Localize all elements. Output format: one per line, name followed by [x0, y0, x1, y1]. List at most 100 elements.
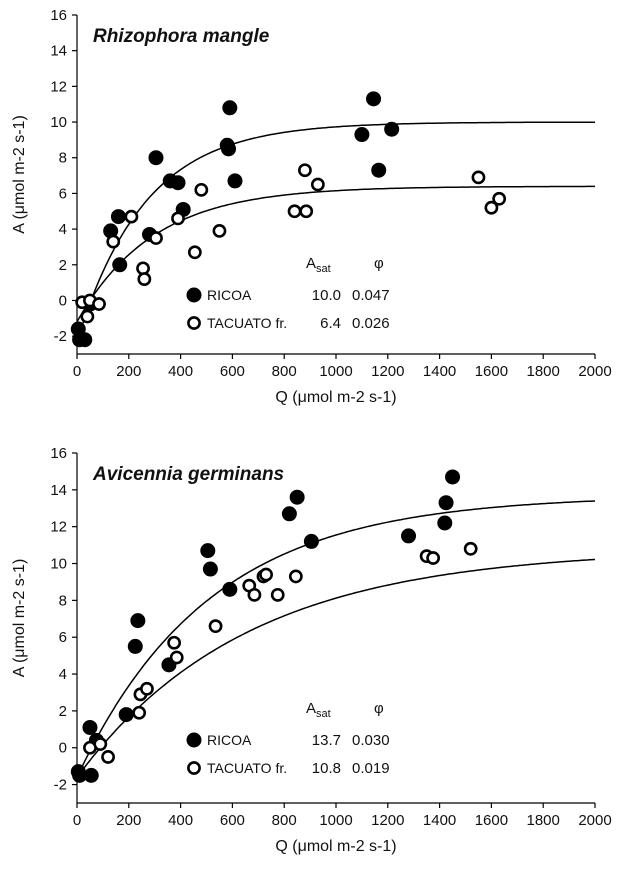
tacuato-point: [310, 177, 325, 192]
tacuato-point: [471, 170, 486, 185]
y-tick-label: 4: [59, 666, 67, 683]
tacuato-point: [92, 297, 106, 311]
tacuato-point: [212, 223, 227, 238]
tacuato-point: [140, 681, 154, 696]
chart-panel-1: -2 0 2 4 6 8 10 12 14 16 0 200 400 600 800 1000 1200 1400…: [11, 7, 612, 406]
tacuato-point: [484, 200, 499, 215]
y-tick-label: 2: [59, 703, 67, 720]
tacuato-point: [93, 737, 108, 751]
x-tick-label: 1400: [423, 812, 456, 829]
x-axis-label: Q (μmol m-2 s-1): [275, 838, 396, 855]
phi-value: 0.026: [352, 315, 390, 332]
asat-value: 13.7: [312, 732, 341, 749]
x-tick-label: 1600: [475, 812, 508, 829]
tacuato-point: [132, 705, 147, 720]
y-tick-label: 16: [50, 445, 67, 462]
legend-label: TACUATO fr.: [207, 315, 287, 331]
ricoa-point: [77, 332, 93, 348]
x-tick-label: 1800: [527, 812, 560, 829]
ricoa-point: [127, 638, 143, 654]
legend-label: RICOA: [207, 287, 252, 303]
y-axis-label: A (μmol m-2 s-1): [11, 559, 28, 678]
y-tick-label: 14: [50, 43, 67, 60]
x-tick-label: 200: [116, 363, 141, 380]
ricoa-point: [289, 489, 305, 505]
fit-curve-tacuato-fr-: [76, 185, 595, 323]
fit-curve-tacuato-fr-: [76, 558, 596, 778]
y-tick-label: 8: [59, 592, 67, 609]
legend-label: RICOA: [207, 732, 252, 748]
tacuato-point: [80, 309, 95, 324]
phi-value: 0.019: [352, 760, 390, 777]
phi-header: φ: [374, 255, 384, 272]
ricoa-point: [281, 506, 297, 522]
asat-header-main: A: [306, 255, 316, 272]
ricoa-point: [82, 719, 98, 735]
tacuato-point: [169, 650, 184, 665]
asat-value: 10.0: [312, 287, 341, 304]
asat-value: 6.4: [320, 315, 341, 332]
chart-panel-2: -2 0 2 4 6 8 10 12 14 16 0 200 400 600 800 1000 1200 1400…: [11, 445, 612, 855]
x-tick-label: 2000: [578, 363, 611, 380]
ricoa-point: [366, 91, 382, 107]
tacuato-point: [149, 231, 163, 245]
ricoa-point: [221, 141, 237, 157]
asat-header-main: A: [306, 700, 316, 717]
ricoa-point: [354, 127, 370, 143]
phi-value: 0.030: [352, 732, 390, 749]
ricoa-point: [384, 121, 400, 137]
tacuato-point: [208, 619, 223, 634]
y-tick-label: 2: [59, 257, 67, 274]
y-tick-label: 12: [50, 78, 67, 95]
y-tick-label: -2: [54, 328, 67, 345]
asat-header: Asat: [306, 700, 331, 720]
x-tick-label: 0: [73, 363, 81, 380]
x-tick-label: 400: [168, 363, 193, 380]
ricoa-point: [112, 257, 128, 273]
x-tick-label: 1600: [475, 363, 508, 380]
x-tick-label: 1200: [371, 363, 404, 380]
tacuato-point: [106, 234, 121, 249]
tacuato-point: [259, 567, 273, 582]
tacuato-point: [136, 261, 150, 276]
ricoa-point: [371, 162, 387, 178]
asat-header-subscript: sat: [316, 708, 331, 720]
asat-header: Asat: [306, 255, 331, 275]
asat-value: 10.8: [312, 760, 341, 777]
tacuato-point: [298, 163, 312, 178]
x-tick-label: 2000: [578, 812, 611, 829]
x-axis-label: Q (μmol m-2 s-1): [275, 389, 396, 406]
tacuato-point: [194, 182, 209, 197]
ricoa-point: [222, 100, 238, 116]
legend-marker: [186, 287, 202, 303]
panel-title: Avicennia germinans: [92, 464, 284, 485]
tacuato-point: [167, 635, 182, 650]
ricoa-point: [118, 707, 134, 723]
ricoa-point: [83, 767, 99, 783]
tacuato-point: [426, 551, 441, 565]
x-tick-label: 400: [168, 812, 193, 829]
y-tick-label: 12: [50, 519, 67, 536]
ricoa-point: [437, 515, 453, 531]
phi-value: 0.047: [352, 287, 390, 304]
ricoa-point: [445, 469, 461, 485]
x-tick-label: 0: [73, 812, 81, 829]
ricoa-point: [438, 495, 454, 511]
y-tick-label: 0: [59, 740, 67, 757]
fit-curve-ricoa: [76, 500, 596, 778]
x-tick-label: 600: [220, 363, 245, 380]
x-tick-label: 1800: [527, 363, 560, 380]
tacuato-point: [171, 211, 185, 226]
ricoa-point: [148, 150, 164, 166]
ricoa-point: [130, 613, 146, 629]
y-tick-label: 6: [59, 629, 67, 646]
ricoa-point: [303, 533, 319, 549]
tacuato-point: [299, 204, 314, 219]
ricoa-point: [170, 175, 186, 191]
legend-marker: [187, 761, 201, 775]
tacuato-point: [463, 541, 478, 556]
y-axis-label: A (μmol m-2 s-1): [11, 115, 28, 234]
y-tick-label: 10: [50, 556, 67, 573]
legend-marker: [186, 732, 202, 748]
